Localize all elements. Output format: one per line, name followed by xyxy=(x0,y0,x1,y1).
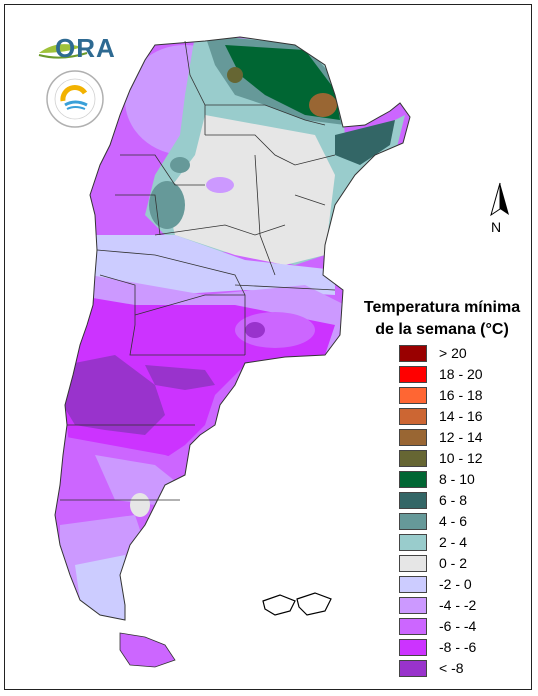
legend-item: 0 - 2 xyxy=(399,553,529,574)
legend-item: 6 - 8 xyxy=(399,490,529,511)
legend-label: 8 - 10 xyxy=(439,471,475,487)
legend-item: 16 - 18 xyxy=(399,385,529,406)
legend-item: 4 - 6 xyxy=(399,511,529,532)
legend-label: 4 - 6 xyxy=(439,513,468,529)
legend-swatch xyxy=(399,597,427,614)
legend-swatch xyxy=(399,471,427,488)
map-frame: ORA N Temperatura mínima de la semana (°… xyxy=(4,4,532,690)
legend-title-line1: Temperatura mínima xyxy=(363,299,521,316)
legend-swatch xyxy=(399,366,427,383)
tierra-del-fuego xyxy=(119,632,176,668)
legend-item: 12 - 14 xyxy=(399,427,529,448)
legend-item: 2 - 4 xyxy=(399,532,529,553)
legend-label: 2 - 4 xyxy=(439,534,468,550)
legend-swatch xyxy=(399,555,427,572)
ora-logo-text: ORA xyxy=(55,33,116,63)
legend-label: 12 - 14 xyxy=(439,429,483,445)
legend-label: -6 - -4 xyxy=(439,618,477,634)
legend-label: 14 - 16 xyxy=(439,408,483,424)
ora-leaf-icon xyxy=(38,44,88,59)
legend: > 20 18 - 20 16 - 18 14 - 16 12 - 14 10 - 12 8… xyxy=(399,343,529,679)
legend-swatch xyxy=(399,408,427,425)
legend-label: -8 - -6 xyxy=(439,639,477,655)
legend-label: 0 - 2 xyxy=(439,555,468,571)
legend-swatch xyxy=(399,618,427,635)
province-borders xyxy=(54,36,411,621)
legend-label: < -8 xyxy=(439,660,464,676)
legend-label: > 20 xyxy=(439,345,467,361)
temperature-map xyxy=(54,36,411,668)
smn-seal-icon xyxy=(46,70,104,128)
legend-label: 10 - 12 xyxy=(439,450,483,466)
legend-title-line2: de la semana (°C) xyxy=(375,321,509,338)
legend-label: -2 - 0 xyxy=(439,576,472,592)
legend-swatch xyxy=(399,534,427,551)
legend-swatch xyxy=(399,492,427,509)
legend-swatch xyxy=(399,345,427,362)
legend-item: -8 - -6 xyxy=(399,637,529,658)
north-arrow-icon xyxy=(490,182,509,217)
legend-item: 10 - 12 xyxy=(399,448,529,469)
legend-swatch xyxy=(399,513,427,530)
legend-label: 6 - 8 xyxy=(439,492,468,508)
legend-swatch xyxy=(399,387,427,404)
legend-item: -6 - -4 xyxy=(399,616,529,637)
legend-swatch xyxy=(399,450,427,467)
legend-item: 8 - 10 xyxy=(399,469,529,490)
legend-label: 16 - 18 xyxy=(439,387,483,403)
legend-item: -2 - 0 xyxy=(399,574,529,595)
legend-item: -4 - -2 xyxy=(399,595,529,616)
legend-label: 18 - 20 xyxy=(439,366,483,382)
legend-swatch xyxy=(399,639,427,656)
legend-swatch xyxy=(399,576,427,593)
legend-title: Temperatura mínima de la semana (°C) xyxy=(353,297,531,341)
legend-swatch xyxy=(399,660,427,677)
north-label: N xyxy=(491,219,502,235)
malvinas-islands xyxy=(262,592,332,616)
legend-swatch xyxy=(399,429,427,446)
legend-item: 18 - 20 xyxy=(399,364,529,385)
legend-item: < -8 xyxy=(399,658,529,679)
legend-label: -4 - -2 xyxy=(439,597,477,613)
legend-item: > 20 xyxy=(399,343,529,364)
legend-item: 14 - 16 xyxy=(399,406,529,427)
